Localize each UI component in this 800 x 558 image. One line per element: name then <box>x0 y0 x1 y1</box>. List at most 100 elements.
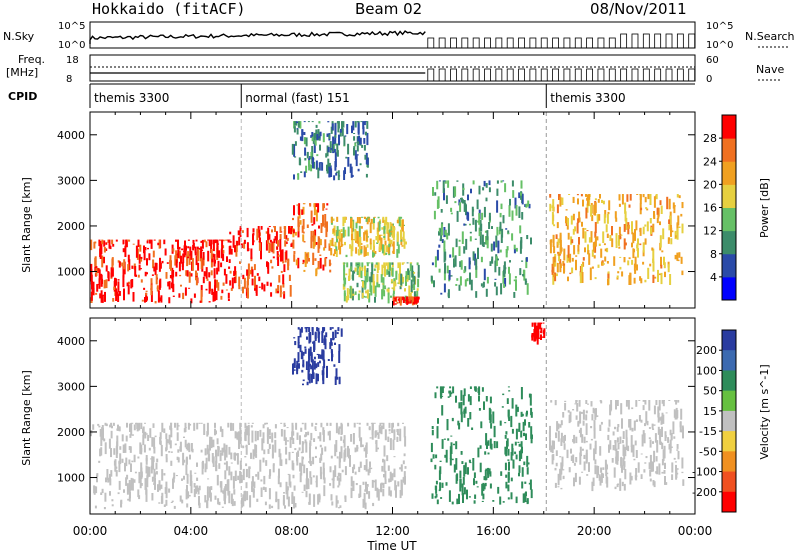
data-cell <box>364 154 367 160</box>
data-cell <box>539 337 541 339</box>
data-cell <box>238 438 240 449</box>
data-cell <box>122 444 125 453</box>
data-cell <box>153 446 156 454</box>
data-cell <box>615 241 618 248</box>
data-cell <box>632 232 635 244</box>
data-cell <box>391 430 394 433</box>
data-cell <box>258 239 261 251</box>
data-cell <box>578 237 580 245</box>
data-cell <box>402 422 404 424</box>
data-cell <box>185 464 188 476</box>
data-cell <box>347 157 350 167</box>
data-cell <box>372 219 375 230</box>
colorbar-swatch <box>722 161 736 185</box>
data-cell <box>570 455 573 461</box>
data-cell <box>254 275 256 289</box>
data-cell <box>252 488 255 493</box>
data-cell <box>228 446 231 455</box>
data-cell <box>306 478 309 483</box>
data-cell <box>542 330 545 335</box>
data-cell <box>637 238 639 245</box>
data-cell <box>539 322 542 330</box>
data-cell <box>332 228 335 233</box>
data-cell <box>487 452 490 455</box>
data-cell <box>444 263 446 274</box>
data-cell <box>356 262 359 264</box>
data-cell <box>373 268 376 271</box>
data-cell <box>338 344 341 352</box>
data-cell <box>269 243 272 252</box>
data-cell <box>463 223 466 226</box>
data-cell <box>251 278 254 286</box>
data-cell <box>618 226 621 234</box>
data-cell <box>578 400 581 407</box>
data-cell <box>371 263 374 275</box>
data-cell <box>456 473 459 481</box>
data-cell <box>271 229 273 233</box>
data-cell <box>378 243 381 249</box>
data-cell <box>629 272 632 283</box>
colorbar-swatch <box>722 230 736 255</box>
data-cell <box>661 400 664 404</box>
data-cell <box>472 217 475 225</box>
data-cell <box>673 457 676 460</box>
data-cell <box>315 481 318 483</box>
velocity-colorbar-label: Velocity [m s^-1] <box>758 364 771 459</box>
data-cell <box>676 223 679 232</box>
data-cell <box>272 256 275 259</box>
data-cell <box>640 474 643 479</box>
data-cell <box>151 456 154 467</box>
data-cell <box>642 226 645 235</box>
data-cell <box>387 262 390 270</box>
data-cell <box>345 295 348 303</box>
data-cell <box>582 257 585 261</box>
data-cell <box>150 465 153 474</box>
data-cell <box>372 250 374 252</box>
data-cell <box>663 470 666 474</box>
data-cell <box>586 474 589 476</box>
data-cell <box>264 501 267 506</box>
data-cell <box>373 422 376 424</box>
data-cell <box>285 241 288 244</box>
data-cell <box>283 226 286 230</box>
data-cell <box>675 400 678 405</box>
data-cell <box>266 432 269 444</box>
data-cell <box>369 276 372 282</box>
y-tick-label: 4000 <box>57 129 85 142</box>
data-cell <box>640 453 643 455</box>
data-cell <box>495 235 498 248</box>
data-cell <box>281 258 284 262</box>
data-cell <box>200 240 203 243</box>
data-cell <box>200 449 203 453</box>
data-cell <box>607 278 609 286</box>
data-cell <box>110 430 113 439</box>
data-cell <box>105 242 108 245</box>
data-cell <box>507 386 510 388</box>
colorbar-swatch <box>722 138 736 162</box>
data-cell <box>120 499 123 504</box>
data-cell <box>505 228 508 230</box>
data-cell <box>385 252 388 255</box>
data-cell <box>332 477 335 489</box>
data-cell <box>285 250 288 260</box>
data-cell <box>353 422 356 428</box>
data-cell <box>563 248 566 261</box>
data-cell <box>336 122 339 124</box>
data-cell <box>198 485 201 491</box>
data-cell <box>388 432 391 434</box>
data-cell <box>100 447 103 456</box>
data-cell <box>636 419 638 422</box>
data-cell <box>464 462 467 475</box>
data-cell <box>296 432 299 440</box>
y-tick-label: 2000 <box>57 426 85 439</box>
data-cell <box>567 276 569 282</box>
data-cell <box>520 180 523 189</box>
data-cell <box>351 238 354 252</box>
data-cell <box>306 336 308 340</box>
data-cell <box>431 426 434 430</box>
data-cell <box>175 239 177 242</box>
data-cell <box>317 354 320 359</box>
data-cell <box>431 262 434 266</box>
data-cell <box>557 430 560 442</box>
data-cell <box>524 481 527 484</box>
